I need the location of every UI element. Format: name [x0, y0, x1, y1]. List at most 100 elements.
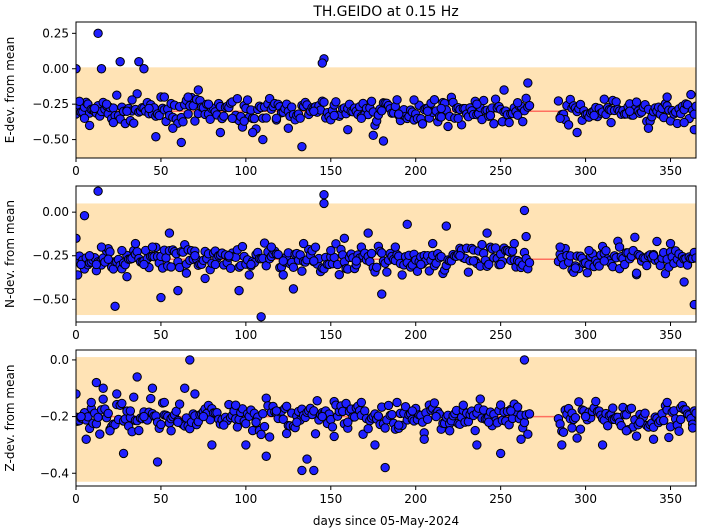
data-point: [360, 406, 370, 416]
data-point: [584, 245, 594, 256]
data-point: [436, 103, 446, 114]
data-point: [689, 124, 696, 135]
data-point: [402, 219, 412, 230]
data-point: [630, 232, 640, 242]
data-point: [453, 113, 463, 124]
panel-1: 0 50 100 150 200 250 300 350 0.25 0.00 −0.25 −0.50 E…: [3, 21, 697, 178]
data-point: [327, 422, 338, 432]
axes-frame: [75, 21, 697, 159]
data-point: [278, 414, 288, 425]
data-point: [139, 64, 149, 74]
data-point: [309, 465, 319, 476]
data-point: [631, 268, 642, 278]
data-point: [95, 429, 105, 439]
panel-2: 0 50 100 150 200 250 300 350 0.00 −0.25 −0.50 N-dev…: [3, 185, 697, 342]
data-point: [302, 454, 312, 464]
data-point: [422, 414, 433, 424]
data-point: [689, 109, 696, 119]
data-point: [84, 251, 95, 261]
data-point: [409, 95, 419, 105]
axes-frame: [75, 185, 697, 323]
data-point: [524, 100, 535, 111]
data-point: [631, 97, 642, 107]
data-point: [261, 393, 271, 403]
data-point: [611, 97, 621, 107]
data-point: [377, 248, 387, 258]
data-point: [429, 398, 440, 408]
data-point: [557, 440, 567, 450]
data-point: [86, 397, 96, 408]
data-point: [105, 426, 115, 436]
y-tick-label: −0.50: [32, 292, 69, 306]
data-point: [512, 98, 523, 108]
x-tick-label: 350: [659, 328, 682, 342]
data-point: [173, 285, 183, 296]
data-point: [366, 96, 377, 107]
data-point: [495, 259, 506, 270]
data-point: [574, 397, 584, 407]
data-point: [198, 411, 209, 422]
data-point: [679, 277, 689, 287]
y-tick-label: 0.25: [42, 26, 69, 40]
data-point: [601, 246, 611, 256]
data-point: [259, 238, 270, 248]
data-point: [429, 95, 440, 105]
data-point: [96, 242, 107, 252]
data-point: [193, 85, 204, 95]
data-point: [363, 424, 373, 434]
x-tick-label: 350: [659, 164, 682, 178]
data-point: [558, 427, 569, 438]
data-point: [664, 432, 674, 443]
data-point: [380, 462, 390, 473]
data-point: [519, 355, 530, 365]
data-point: [215, 127, 226, 138]
data-point: [370, 440, 380, 450]
x-tick-label: 0: [72, 328, 80, 342]
data-point: [234, 285, 244, 296]
data-point: [331, 97, 341, 107]
x-tick-label: 200: [404, 492, 427, 506]
data-point: [122, 106, 132, 116]
data-point: [597, 440, 608, 450]
data-point: [477, 239, 487, 250]
data-point: [168, 123, 178, 133]
data-point: [662, 397, 672, 408]
data-point: [273, 249, 283, 260]
data-point: [524, 258, 535, 268]
data-point: [489, 119, 499, 129]
data-point: [416, 259, 426, 270]
data-point: [495, 448, 506, 459]
data-point: [687, 423, 696, 433]
data-point: [392, 95, 402, 105]
data-point: [444, 426, 455, 436]
data-point: [428, 238, 438, 249]
data-point: [523, 429, 533, 439]
data-point: [147, 242, 158, 252]
data-point: [258, 409, 268, 419]
data-point: [417, 119, 428, 129]
data-point: [591, 396, 601, 407]
data-point: [506, 406, 516, 416]
panels: 0 50 100 150 200 250 300 3500.250.00−0.25−0.50E…: [3, 21, 697, 506]
data-point: [310, 242, 321, 252]
data-point: [242, 95, 253, 105]
data-point: [98, 394, 108, 404]
data-point: [278, 270, 288, 280]
data-point: [79, 210, 90, 221]
data-point: [247, 127, 258, 138]
data-point: [115, 56, 125, 67]
data-point: [118, 448, 129, 459]
data-point: [642, 260, 652, 271]
data-point: [400, 401, 411, 412]
data-point: [484, 259, 494, 270]
data-point: [608, 403, 618, 413]
data-point: [572, 127, 582, 138]
data-point: [84, 120, 95, 131]
data-point: [356, 113, 367, 124]
data-point: [89, 103, 100, 114]
data-point: [521, 231, 531, 242]
x-tick-label: 350: [659, 492, 682, 506]
data-point: [309, 106, 319, 116]
data-point: [129, 118, 139, 128]
